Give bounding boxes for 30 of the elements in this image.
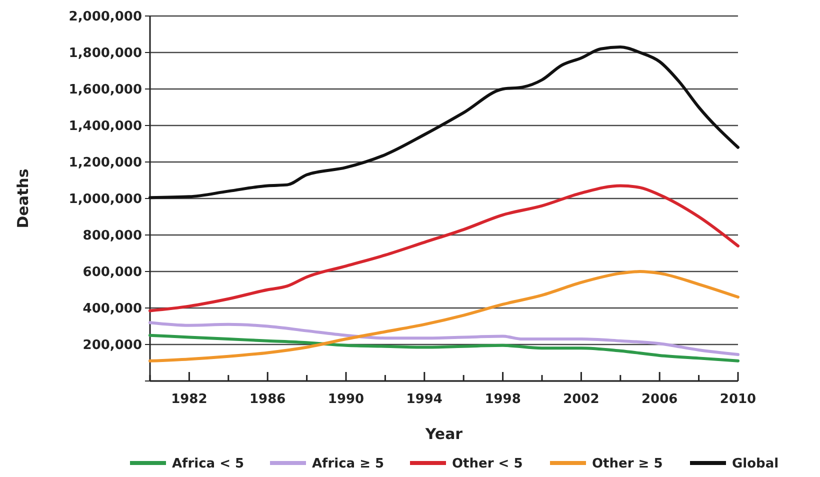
x-tick-label: 1990	[328, 392, 364, 407]
line-series	[148, 334, 740, 362]
x-tick-label: 1982	[171, 392, 208, 407]
y-tick-label: 800,000	[82, 228, 142, 244]
x-tick-label: 2002	[563, 392, 600, 407]
x-tick-label: 2010	[720, 392, 756, 407]
legend-label: Africa ≥ 5	[312, 456, 384, 472]
legend-label: Global	[732, 456, 779, 472]
x-tick-label: 1994	[406, 392, 442, 407]
y-tick-label: 1,400,000	[68, 119, 142, 134]
x-tick-label: 2006	[642, 392, 678, 407]
line-series	[148, 270, 740, 362]
line-series	[148, 46, 740, 200]
y-tick-label: 600,000	[82, 265, 142, 280]
line-series	[148, 184, 740, 312]
x-axis-title: Year	[424, 425, 464, 443]
y-axis-title: Deaths	[14, 168, 32, 228]
x-tick-label: 1998	[484, 392, 521, 407]
y-tick-label: 1,600,000	[68, 82, 142, 98]
legend-label: Africa < 5	[172, 456, 244, 472]
legend-label: Other ≥ 5	[592, 456, 663, 472]
y-tick-label: 1,200,000	[68, 156, 142, 171]
y-tick-label: 1,000,000	[68, 192, 142, 208]
line-series	[148, 321, 740, 356]
legend-label: Other < 5	[452, 456, 523, 472]
y-tick-label: 400,000	[82, 302, 142, 317]
y-tick-label: 2,000,000	[68, 10, 142, 25]
y-tick-label: 200,000	[82, 338, 142, 354]
y-tick-label: 1,800,000	[68, 46, 142, 62]
x-tick-label: 1986	[250, 392, 286, 407]
